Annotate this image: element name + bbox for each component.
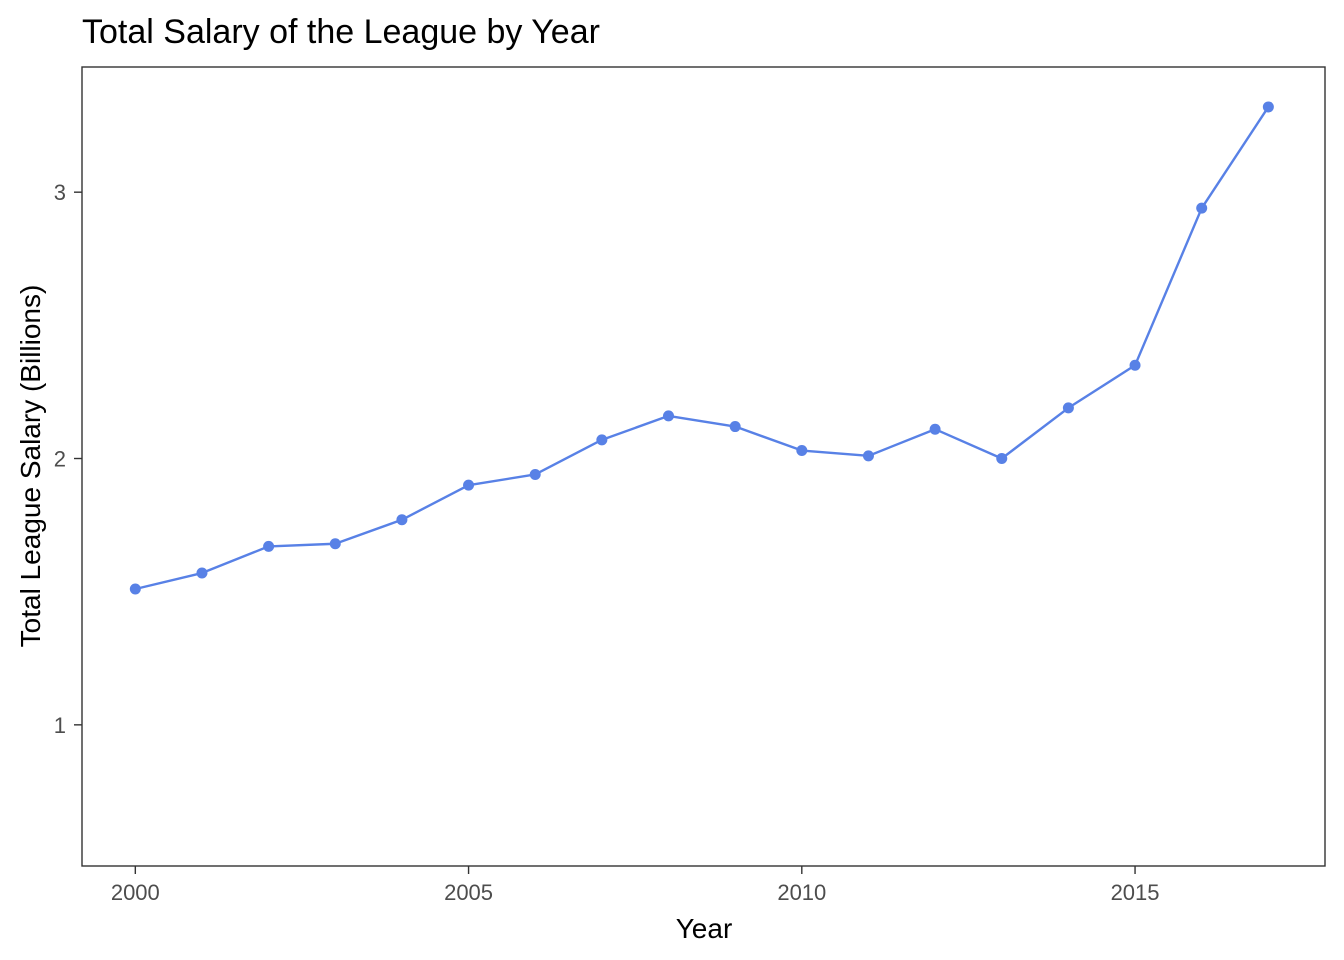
data-point — [862, 450, 874, 462]
data-point — [396, 514, 408, 526]
data-point — [463, 479, 475, 491]
data-point — [529, 468, 541, 480]
y-tick-label: 1 — [54, 713, 66, 738]
data-point — [1196, 202, 1208, 214]
x-tick-label: 2005 — [444, 880, 493, 905]
x-axis-title: Year — [676, 913, 733, 944]
data-point — [263, 540, 275, 552]
data-point — [596, 434, 608, 446]
data-point — [729, 421, 741, 433]
x-tick-label: 2015 — [1111, 880, 1160, 905]
data-point — [129, 583, 141, 595]
data-point — [196, 567, 208, 579]
x-tick-label: 2010 — [777, 880, 826, 905]
data-point — [929, 423, 941, 435]
x-axis: 2000 2005 2010 2015 — [111, 866, 1160, 905]
data-point — [663, 410, 675, 422]
data-point — [996, 453, 1008, 465]
data-point — [1062, 402, 1074, 414]
y-tick-label: 2 — [54, 447, 66, 472]
series-line — [135, 106, 1270, 591]
y-axis-title: Total League Salary (Billions) — [15, 285, 46, 648]
series-points — [129, 101, 1274, 595]
chart-title: Total Salary of the League by Year — [82, 13, 600, 51]
plot-panel — [81, 66, 1326, 867]
data-point — [1129, 359, 1141, 371]
data-point — [329, 538, 341, 550]
x-tick-label: 2000 — [111, 880, 160, 905]
y-tick-label: 3 — [54, 180, 66, 205]
data-point — [1262, 101, 1274, 113]
y-axis: 1 2 3 — [54, 180, 82, 738]
data-point — [796, 445, 808, 457]
